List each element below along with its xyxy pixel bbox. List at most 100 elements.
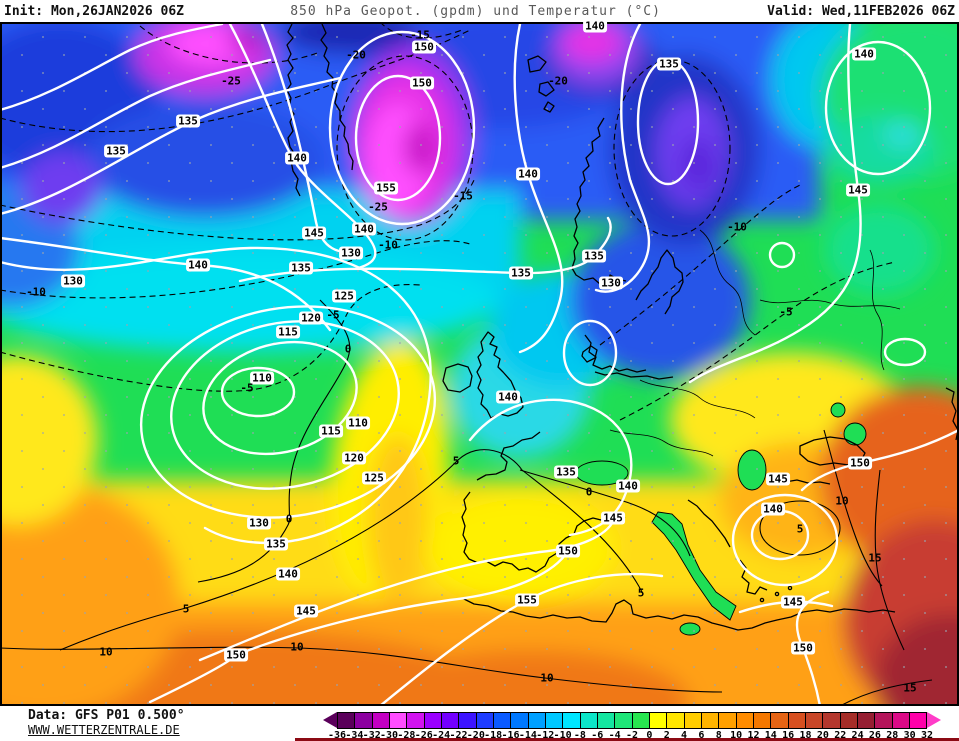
- geopotential-contour-label: 130: [247, 516, 271, 530]
- colorbar-tick-label: -20: [466, 730, 485, 741]
- colorbar-cell: [476, 713, 494, 728]
- colorbar-cell: [545, 713, 564, 728]
- header-bar: Init: Mon,26JAN2026 06Z 850 hPa Geopot. …: [0, 0, 959, 22]
- geopotential-contour-label: 135: [582, 249, 606, 263]
- temperature-contour-label: -20: [346, 48, 366, 62]
- geopotential-contour-label: 150: [791, 641, 815, 655]
- geopotential-contour-label: 140: [186, 258, 210, 272]
- colorbar-tick-label: -36: [327, 730, 347, 741]
- colorbar-cell: [441, 713, 460, 728]
- geopotential-contour-label: 120: [299, 311, 323, 325]
- geopotential-contour-label: 140: [616, 479, 640, 493]
- temperature-contour-label: 0: [585, 485, 593, 499]
- temperature-contour-label: -15: [453, 189, 473, 203]
- temperature-contour-label: -25: [368, 200, 388, 214]
- bottom-red-line: [295, 738, 959, 741]
- colorbar-cell: [736, 713, 754, 728]
- colorbar-cell: [649, 713, 668, 728]
- init-time-label: Init: Mon,26JAN2026 06Z: [4, 3, 185, 19]
- geopotential-contour-label: 110: [250, 371, 274, 385]
- geopotential-contour-label: 140: [496, 390, 520, 404]
- colorbar-tick-label: 2: [663, 730, 670, 741]
- geopotential-contour-label: 140: [285, 151, 309, 165]
- colorbar-tick-label: -30: [380, 730, 399, 741]
- geopotential-contour-label: 145: [781, 595, 805, 609]
- colorbar-cell: [407, 713, 425, 728]
- geopotential-contour-label: 150: [848, 456, 872, 470]
- temperature-contour-label: 5: [637, 586, 645, 600]
- colorbar-tick-label: 28: [886, 730, 899, 741]
- geopotential-contour-label: 155: [515, 593, 539, 607]
- colorbar-tick-label: 30: [903, 730, 916, 741]
- temperature-contour-label: -20: [548, 74, 568, 88]
- colorbar-cell: [667, 713, 685, 728]
- weather-map: [0, 22, 959, 706]
- geopotential-contour-label: 130: [61, 274, 85, 288]
- temperature-contour-label: 0: [344, 342, 352, 356]
- colorbar-cell: [892, 713, 910, 728]
- geopotential-contour-label: 135: [176, 114, 200, 128]
- valid-time-label: Valid: Wed,11FEB2026 06Z: [767, 3, 955, 19]
- geopotential-contour-label: 140: [852, 47, 876, 61]
- colorbar-cell: [701, 713, 720, 728]
- temperature-contours: [0, 22, 933, 706]
- colorbar-cell: [459, 713, 477, 728]
- geopotential-contour-label: 135: [657, 57, 681, 71]
- colorbar-tick-labels: -36 -34 -32 -30 -28 -26 -24 -22 -20 -18 -16 -14 -12-…: [328, 730, 933, 741]
- geopotential-contour-label: 150: [224, 648, 248, 662]
- colorbar-tick-label: 26: [868, 730, 881, 741]
- colorbar-tick-label: -26: [414, 730, 433, 741]
- colorbar-cell: [355, 713, 373, 728]
- temperature-contour-label: 5: [182, 602, 190, 616]
- map-area: 150 150 155 145 140 140 135 135 130 135 140 130 125 1…: [0, 19, 959, 706]
- colorbar-cell: [372, 713, 390, 728]
- geopotential-contour-label: 145: [302, 226, 326, 240]
- geopotential-contour-label: 120: [342, 451, 366, 465]
- colorbar-cell: [597, 713, 616, 728]
- temperature-contour-label: 0: [285, 512, 293, 526]
- geopotential-contour-label: 125: [332, 289, 356, 303]
- colorbar-cell: [528, 713, 546, 728]
- colorbar-cell: [823, 713, 841, 728]
- colorbar-tick-label: 4: [681, 730, 688, 741]
- colorbar-cell: [511, 713, 529, 728]
- colorbar-tick-label: 8: [715, 730, 722, 741]
- colorbar-tick-label: -16: [501, 730, 520, 741]
- colorbar-cell: [719, 713, 737, 728]
- colorbar-right-arrow: [927, 712, 941, 728]
- colorbar-cell: [493, 713, 512, 728]
- colorbar-cell: [875, 713, 893, 728]
- colorbar-cell: [805, 713, 824, 728]
- geopotential-contour-label: 140: [761, 502, 785, 516]
- geopotential-contour-label: 140: [516, 167, 540, 181]
- geopotential-contour-label: 150: [410, 76, 434, 90]
- colorbar-tick-label: 6: [698, 730, 705, 741]
- colorbar-cell: [840, 713, 858, 728]
- website-label[interactable]: WWW.WETTERZENTRALE.DE: [28, 723, 180, 737]
- colorbar-tick-label: -14: [518, 730, 537, 741]
- temperature-contour-label: -5: [326, 308, 340, 322]
- colorbar-cell: [580, 713, 598, 728]
- colorbar-cell: [389, 713, 408, 728]
- temperature-contour-label: 15: [868, 551, 882, 565]
- colorbar-cell: [909, 713, 927, 728]
- colorbar-tick-label: -12: [536, 730, 555, 741]
- colorbar-cell: [563, 713, 581, 728]
- colorbar-tick-label: 32: [920, 730, 934, 741]
- temperature-colorbar: -36 -34 -32 -30 -28 -26 -24 -22 -20 -18 -16 -14 -12-…: [323, 712, 941, 741]
- colorbar-cells: [337, 712, 927, 729]
- graticule-dots: [0, 22, 959, 706]
- colorbar-cell: [788, 713, 806, 728]
- colorbar-cell: [684, 713, 702, 728]
- colorbar-tick-label: -22: [449, 730, 468, 741]
- colorbar-cell: [424, 713, 442, 728]
- geopotential-contour-label: 115: [276, 325, 300, 339]
- colorbar-tick-label: 14: [764, 730, 777, 741]
- geopotential-contour-label: 135: [509, 266, 533, 280]
- temperature-contour-label: 10: [290, 640, 304, 654]
- colorbar-tick-label: -32: [362, 730, 381, 741]
- geopotential-contour-label: 135: [289, 261, 313, 275]
- geopotential-contour-label: 155: [374, 181, 398, 195]
- geopotential-contour-label: 140: [583, 19, 607, 33]
